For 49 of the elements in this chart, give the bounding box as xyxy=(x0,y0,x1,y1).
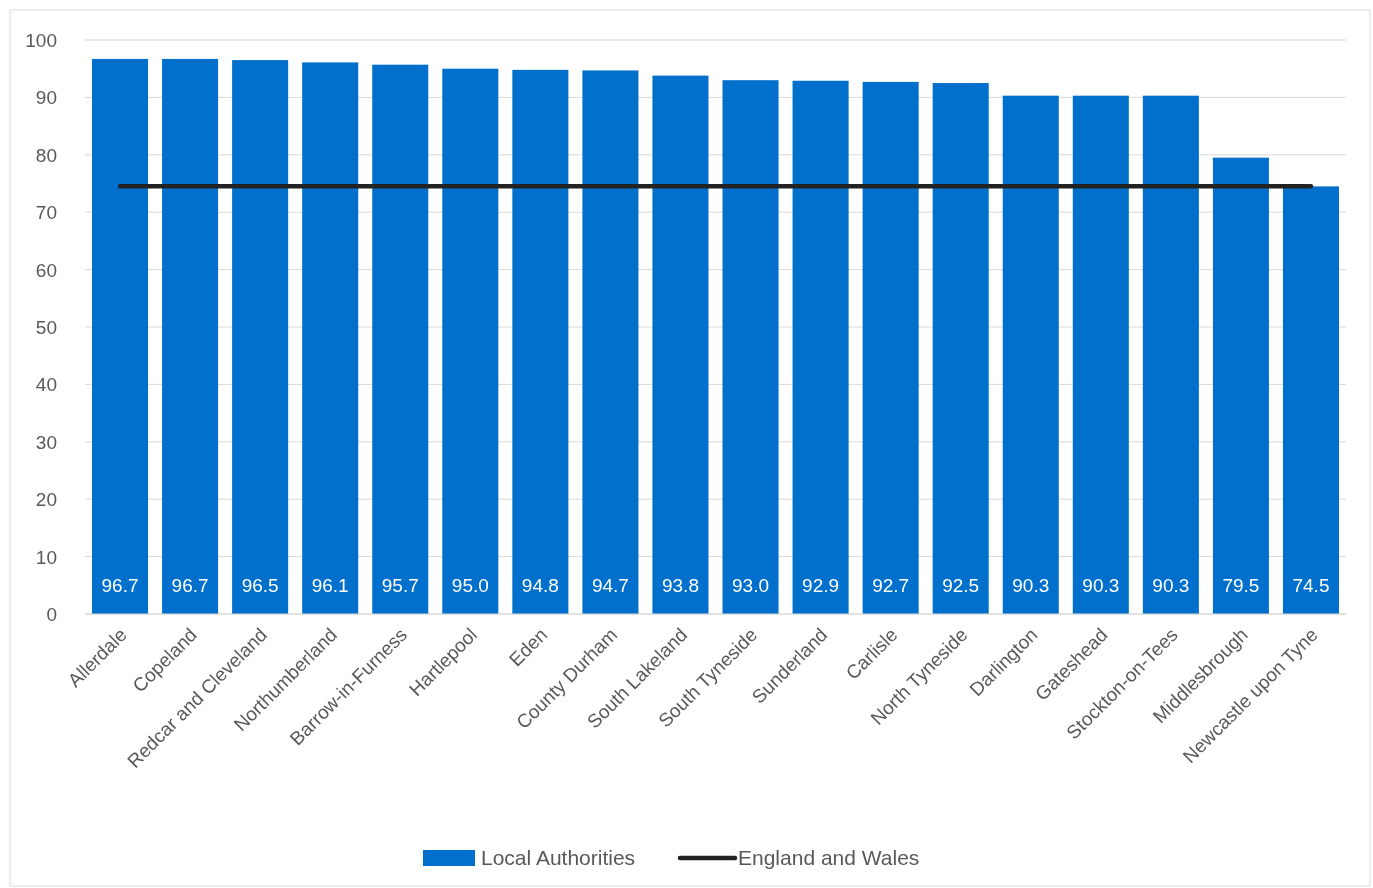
data-label: 79.5 xyxy=(1222,575,1260,596)
data-label: 74.5 xyxy=(1292,575,1330,596)
data-label: 95.0 xyxy=(451,575,489,596)
y-tick-label: 40 xyxy=(35,374,57,396)
bar xyxy=(512,69,569,614)
data-label: 95.7 xyxy=(381,575,419,596)
bar xyxy=(652,75,709,614)
y-tick-label: 60 xyxy=(35,259,57,281)
legend-label: England and Wales xyxy=(738,846,920,869)
bar xyxy=(582,70,639,614)
bar xyxy=(1282,186,1339,614)
bar xyxy=(792,80,849,614)
bar xyxy=(862,81,919,614)
data-label: 93.0 xyxy=(732,575,770,596)
data-label: 90.3 xyxy=(1012,575,1050,596)
data-label: 96.5 xyxy=(241,575,279,596)
data-label: 92.9 xyxy=(802,575,840,596)
bar xyxy=(1212,157,1269,614)
bar xyxy=(722,80,779,614)
y-tick-label: 70 xyxy=(35,202,57,224)
data-label: 92.5 xyxy=(942,575,980,596)
bar xyxy=(372,64,429,614)
bar xyxy=(1002,95,1059,614)
bar xyxy=(302,62,359,614)
y-tick-label: 100 xyxy=(25,30,57,51)
data-label: 92.7 xyxy=(872,575,910,596)
y-tick-label: 80 xyxy=(35,144,57,166)
y-tick-label: 50 xyxy=(35,317,57,338)
bar xyxy=(1142,95,1199,614)
bar xyxy=(442,68,499,614)
data-label: 90.3 xyxy=(1152,575,1190,596)
legend-label: Local Authorities xyxy=(481,846,636,869)
bar xyxy=(92,58,149,614)
y-tick-label: 90 xyxy=(35,87,57,109)
data-label: 96.7 xyxy=(101,575,139,596)
y-tick-label: 30 xyxy=(35,431,57,453)
data-label: 93.8 xyxy=(661,575,699,596)
data-label: 94.7 xyxy=(591,575,629,596)
bar xyxy=(162,58,219,614)
data-label: 90.3 xyxy=(1082,575,1120,596)
bar xyxy=(932,83,989,614)
data-label: 94.8 xyxy=(521,575,559,596)
bar xyxy=(1072,95,1129,614)
y-tick-label: 20 xyxy=(35,489,57,511)
bar xyxy=(232,60,289,614)
data-label: 96.7 xyxy=(171,575,209,596)
data-label: 96.1 xyxy=(311,575,349,596)
y-tick-label: 0 xyxy=(46,604,57,625)
y-tick-label: 10 xyxy=(35,546,57,568)
